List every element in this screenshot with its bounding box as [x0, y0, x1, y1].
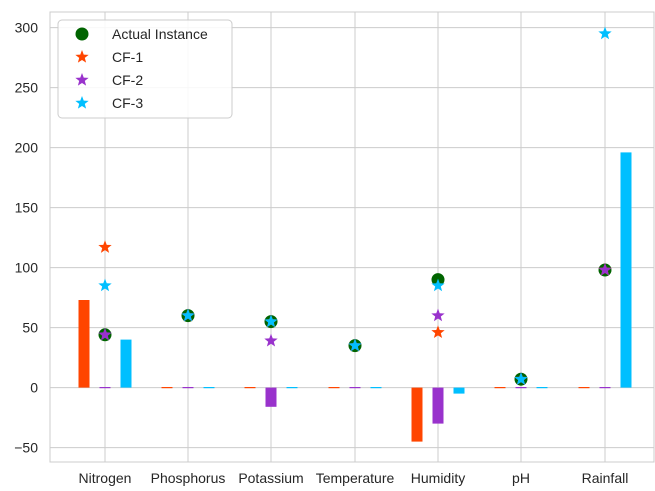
bar-cf-1-change-ph: [494, 387, 506, 389]
bar-cf-3-change-potassium: [286, 387, 298, 389]
y-tick-label-200: 200: [15, 140, 39, 156]
bar-cf-3-change-phosphorus: [203, 387, 215, 389]
bar-cf-2-change-ph: [515, 387, 527, 389]
bar-cf-2-change-temperature: [349, 387, 361, 389]
legend-label-cf-1: CF-1: [112, 49, 143, 65]
bar-cf-1-change-humidity: [411, 387, 423, 442]
legend-marker-cf-1: [75, 50, 89, 63]
point-cf-3-temperature: [348, 338, 362, 352]
bar-cf-2-change-nitrogen: [99, 387, 111, 389]
bar-cf-2-change-humidity: [432, 387, 444, 424]
y-tick-label-100: 100: [15, 260, 39, 276]
bar-cf-2-change-rainfall: [599, 387, 611, 389]
x-tick-label-potassium: Potassium: [238, 470, 303, 486]
bar-cf-3-change-humidity: [453, 387, 465, 394]
y-tick-label-0: 0: [30, 380, 38, 396]
bar-cf-3-change-temperature: [370, 387, 382, 389]
point-cf-3-nitrogen: [98, 278, 112, 292]
point-cf-3-humidity: [431, 278, 445, 292]
legend: Actual Instance CF-1 CF-2 CF-3: [57, 19, 233, 119]
x-tick-label-nitrogen: Nitrogen: [79, 470, 132, 486]
bar-cf-3-change-rainfall: [620, 152, 632, 388]
legend-marker-cf-3: [75, 96, 89, 109]
point-cf-3-ph: [514, 372, 528, 385]
point-cf-2-rainfall: [598, 263, 612, 276]
point-cf-2-nitrogen: [98, 327, 112, 341]
bar-cf-2-change-potassium: [265, 387, 277, 407]
y-tick-label-300: 300: [15, 20, 39, 36]
bar-cf-1-change-rainfall: [578, 387, 590, 389]
x-axis-ticks: Nitrogen Phosphorus Potassium Temperature Hu…: [79, 470, 629, 486]
bar-cf-1-change-nitrogen: [78, 300, 90, 388]
bar-cf-1-change-potassium: [244, 387, 256, 389]
legend-marker-actual-instance: [75, 27, 89, 41]
y-axis-ticks: −50 0 50 100 150 200 250 300: [14, 20, 38, 456]
bar-cf-1-change-phosphorus: [161, 387, 173, 389]
x-tick-label-ph: pH: [512, 470, 530, 486]
point-cf-1-nitrogen: [98, 240, 112, 253]
bar-cf-3-change-ph: [536, 387, 548, 389]
y-tick-label-150: 150: [15, 200, 39, 216]
x-tick-label-phosphorus: Phosphorus: [151, 470, 226, 486]
x-tick-label-temperature: Temperature: [316, 470, 395, 486]
point-cf-2-humidity: [431, 308, 445, 322]
points: [98, 26, 612, 386]
legend-marker-cf-2: [75, 73, 89, 86]
legend-label-cf-2: CF-2: [112, 72, 143, 88]
point-cf-3-rainfall: [598, 26, 612, 40]
point-cf-3-phosphorus: [181, 308, 195, 322]
point-cf-1-humidity: [431, 325, 445, 339]
bar-cf-3-change-nitrogen: [120, 339, 132, 388]
y-tick-label-50: 50: [22, 320, 38, 336]
bars: [78, 152, 632, 442]
bar-cf-2-change-phosphorus: [182, 387, 194, 389]
bar-cf-1-change-temperature: [328, 387, 340, 389]
x-tick-label-humidity: Humidity: [411, 470, 465, 486]
legend-box: [57, 19, 233, 119]
point-cf-3-potassium: [264, 314, 278, 328]
point-cf-2-potassium: [264, 333, 278, 347]
y-tick-label-50: −50: [14, 440, 38, 456]
y-tick-label-250: 250: [15, 80, 39, 96]
x-tick-label-rainfall: Rainfall: [582, 470, 629, 486]
legend-label-actual-instance: Actual Instance: [112, 26, 208, 42]
legend-label-cf-3: CF-3: [112, 95, 143, 111]
